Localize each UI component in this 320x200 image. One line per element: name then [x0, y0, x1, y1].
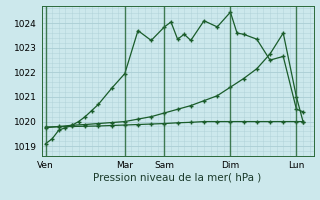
X-axis label: Pression niveau de la mer( hPa ): Pression niveau de la mer( hPa ) — [93, 173, 262, 183]
